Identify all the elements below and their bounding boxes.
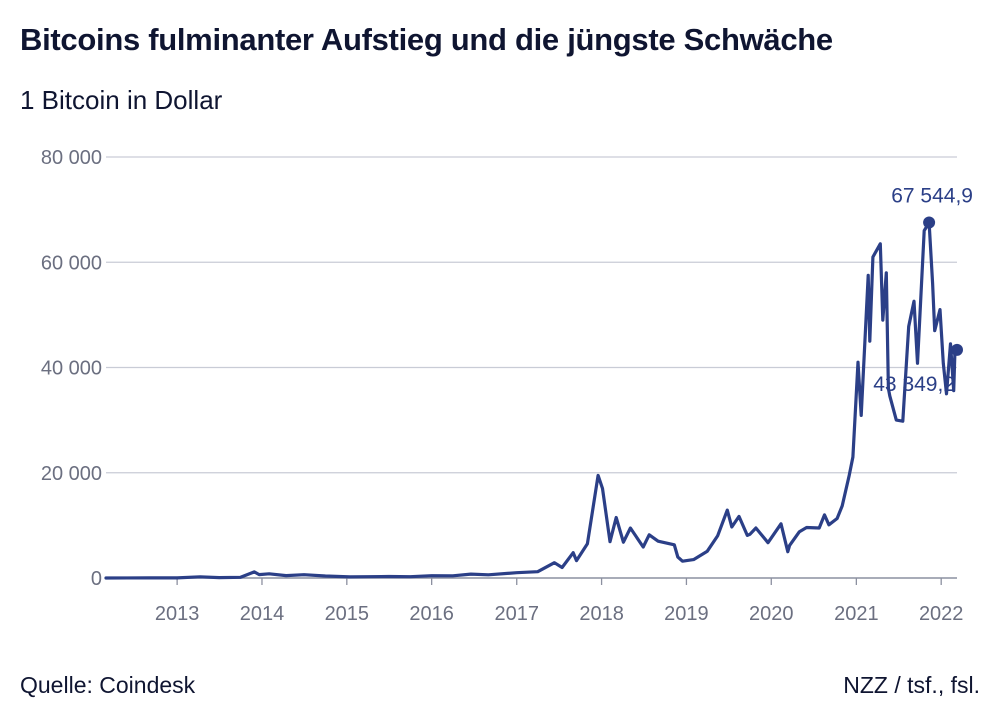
annotation-layer: 67 544,9 43 349,2 [873, 185, 973, 396]
annotation-marker [951, 343, 963, 356]
annotation-marker [923, 216, 936, 229]
y-tick-label: 0 [91, 568, 102, 590]
source-note: Quelle: Coindesk [20, 672, 196, 698]
y-tick-label: 60 000 [41, 252, 102, 274]
y-tick-label: 40 000 [41, 358, 102, 380]
chart-subtitle: 1 Bitcoin in Dollar [20, 85, 223, 115]
annotation-label: 43 349,2 [873, 373, 955, 396]
y-tick-label: 80 000 [41, 147, 102, 169]
x-tick-label: 2017 [494, 603, 539, 625]
series-layer [104, 220, 959, 580]
credit-note: NZZ / tsf., fsl. [843, 672, 980, 698]
x-tick-label: 2016 [409, 603, 454, 625]
x-tick-label: 2013 [155, 603, 200, 625]
x-tick-label: 2021 [834, 603, 879, 625]
x-tick-label: 2019 [664, 603, 709, 625]
grid-layer: 0 20 000 40 000 60 000 80 000 [41, 147, 957, 590]
bitcoin-price-line [104, 220, 959, 580]
x-tick-label: 2015 [325, 603, 370, 625]
annotation-label: 67 544,9 [891, 185, 973, 208]
x-tick-label: 2014 [240, 603, 285, 625]
x-tick-label: 2018 [579, 603, 624, 625]
x-tick-label: 2022 [919, 603, 964, 625]
x-axis: 2013 2014 2015 2016 2017 2018 2019 2020 2021 2022 [155, 578, 964, 625]
x-tick-label: 2020 [749, 603, 794, 625]
y-tick-label: 20 000 [41, 463, 102, 485]
chart-title: Bitcoins fulminanter Aufstieg und die jü… [20, 22, 833, 57]
